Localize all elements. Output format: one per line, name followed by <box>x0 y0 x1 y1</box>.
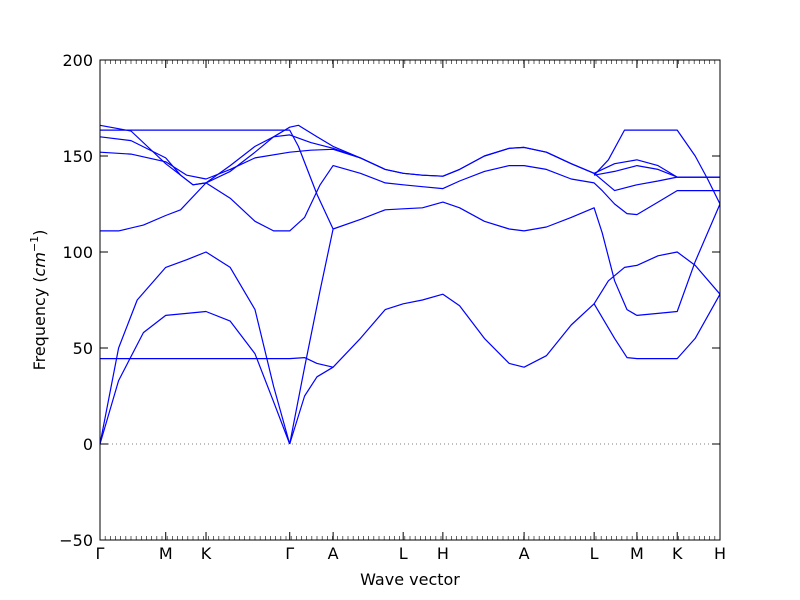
x-tick-label: L <box>590 544 599 563</box>
band-line-4 <box>289 366 334 445</box>
x-tick-label: Γ <box>96 544 105 563</box>
axes-box <box>99 59 721 541</box>
band-line-13 <box>593 165 720 178</box>
x-axis-label: Wave vector <box>360 570 460 589</box>
band-line-2 <box>99 310 291 445</box>
band-line-1 <box>99 251 291 445</box>
band-line-5 <box>289 201 721 445</box>
y-tick-label: −50 <box>59 531 93 550</box>
x-tick-label: M <box>159 544 173 563</box>
x-tick-label: A <box>519 544 530 563</box>
x-tick-label: A <box>328 544 339 563</box>
plot-frame <box>99 59 721 541</box>
series-lines <box>99 124 721 445</box>
x-tick-label: M <box>630 544 644 563</box>
band-line-10 <box>99 124 361 186</box>
x-tick-label: Γ <box>285 544 294 563</box>
y-tick-label: 150 <box>62 147 93 166</box>
band-line-9 <box>99 134 720 192</box>
x-tick-label: K <box>672 544 683 563</box>
axis-ticks <box>99 59 721 541</box>
y-axis-label: Frequency (cm−1) <box>28 230 49 371</box>
x-tick-label: H <box>714 544 726 563</box>
y-tick-label: 50 <box>73 339 93 358</box>
band-line-7 <box>100 165 720 232</box>
y-tick-label: 200 <box>62 51 93 70</box>
band-line-3 <box>100 293 721 368</box>
band-line-6 <box>593 251 721 305</box>
x-tick-label: L <box>399 544 408 563</box>
band-line-11 <box>100 129 334 230</box>
x-tick-label: H <box>437 544 449 563</box>
y-tick-label: 100 <box>62 243 93 262</box>
band-line-12 <box>593 129 721 205</box>
y-tick-labels: −50 0 50 100 150 200 <box>59 51 93 550</box>
x-tick-label: K <box>201 544 212 563</box>
y-tick-label: 0 <box>83 435 93 454</box>
